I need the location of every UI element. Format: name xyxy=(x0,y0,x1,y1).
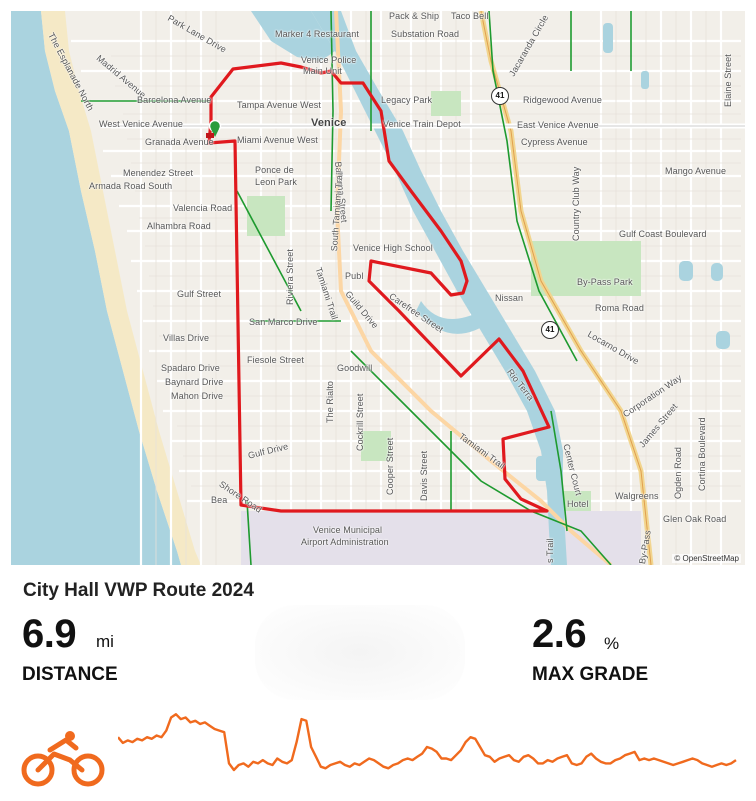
label-leon-park: Leon Park xyxy=(255,177,297,187)
cycleways xyxy=(81,11,632,565)
label-legacy-park: Legacy Park xyxy=(381,95,433,105)
label-venice-train: Venice Train Depot xyxy=(383,119,461,129)
distance-label: DISTANCE xyxy=(22,664,118,685)
grade-label: MAX GRADE xyxy=(532,664,649,685)
label-gulf-street: Gulf Street xyxy=(177,289,222,299)
label-roma: Roma Road xyxy=(595,303,644,313)
label-venice-high: Venice High School xyxy=(353,243,433,253)
label-publix: Publ xyxy=(345,271,364,281)
label-nissan: Nissan xyxy=(495,293,524,303)
label-riviera: Riviera Street xyxy=(285,249,295,305)
label-tampa: Tampa Avenue West xyxy=(237,100,321,110)
label-armada: Armada Road South xyxy=(89,181,173,191)
label-mahon: Mahon Drive xyxy=(171,391,224,401)
us-41-shield: 41 xyxy=(491,87,509,105)
bay-north xyxy=(251,11,335,61)
label-davis: Davis Street xyxy=(419,450,429,501)
label-elaine: Elaine Street xyxy=(723,54,733,107)
distance-unit: mi xyxy=(96,632,114,651)
us-41-shield-south: 41 xyxy=(541,321,559,339)
elevation-line xyxy=(118,712,737,772)
route-title: City Hall VWP Route 2024 xyxy=(23,580,254,601)
label-baynard: Baynard Drive xyxy=(165,377,224,387)
gulf-water xyxy=(11,11,181,565)
label-miami: Miami Avenue West xyxy=(237,135,318,145)
label-pack-ship: Pack & Ship xyxy=(389,11,440,21)
label-granada: Granada Avenue xyxy=(145,137,214,147)
label-venice: Venice xyxy=(311,117,347,129)
label-trail: s Trail xyxy=(545,538,555,563)
label-fiesole: Fiesole Street xyxy=(247,355,304,365)
label-villas: Villas Drive xyxy=(163,333,210,343)
grade-value: 2.6 xyxy=(532,612,587,656)
airport xyxy=(241,511,641,565)
label-alhambra: Alhambra Road xyxy=(147,221,211,231)
label-beach: Bea xyxy=(211,495,228,505)
elevation-profile[interactable] xyxy=(118,700,738,790)
label-ponce: Ponce de xyxy=(255,165,294,175)
label-ridgewood: Ridgewood Avenue xyxy=(523,95,602,105)
label-marker4: Marker 4 Restaurant xyxy=(275,29,359,39)
label-gulf-coast: Gulf Coast Boulevard xyxy=(619,229,707,239)
start-marker-tail xyxy=(211,129,219,137)
label-san-marco: San Marco Drive xyxy=(249,317,318,327)
label-mango: Mango Avenue xyxy=(665,166,727,176)
label-hotel: Hotel xyxy=(567,499,589,509)
beach xyxy=(41,11,201,565)
label-bypass-park: By-Pass Park xyxy=(577,277,633,287)
label-valencia: Valencia Road xyxy=(173,203,233,213)
label-substation: Substation Road xyxy=(391,29,460,39)
label-glen-oak: Glen Oak Road xyxy=(663,514,727,524)
label-goodwill: Goodwill xyxy=(337,363,373,373)
map-attribution[interactable]: © OpenStreetMap xyxy=(672,554,741,563)
ponds xyxy=(536,23,730,481)
label-country-club: Country Club Way xyxy=(571,166,581,241)
label-spadaro: Spadaro Drive xyxy=(161,363,220,373)
label-west-venice: West Venice Avenue xyxy=(99,119,184,129)
distance-value: 6.9 xyxy=(22,612,77,656)
end-marker xyxy=(206,133,214,138)
label-cooper: Cooper Street xyxy=(385,437,395,495)
label-menendez: Menendez Street xyxy=(123,168,194,178)
label-taco-bell: Taco Bell xyxy=(451,11,489,21)
label-walgreens: Walgreens xyxy=(615,491,659,501)
label-airport-1: Venice Municipal xyxy=(313,525,383,535)
grade-unit: % xyxy=(604,634,620,653)
map-canvas xyxy=(11,11,745,565)
label-east-venice: East Venice Avenue xyxy=(517,120,599,130)
label-cortina: Cortina Boulevard xyxy=(697,417,707,491)
route-line xyxy=(207,61,551,513)
blurred-region xyxy=(255,605,465,700)
label-barcelona: Barcelona Avenue xyxy=(137,95,212,105)
label-main-unit: Main Unit xyxy=(303,66,342,76)
bike-icon xyxy=(21,731,105,787)
canals xyxy=(416,301,491,334)
label-rialto: The Rialto xyxy=(325,380,335,423)
label-ogden: Ogden Road xyxy=(673,446,683,499)
label-cockrill: Cockrill Street xyxy=(355,393,365,451)
map[interactable]: Park Lane Drive The Esplanade North Madr… xyxy=(11,11,745,565)
label-cypress: Cypress Avenue xyxy=(521,137,588,147)
label-airport-2: Airport Administration xyxy=(301,537,389,547)
label-venice-police: Venice Police xyxy=(301,55,357,65)
